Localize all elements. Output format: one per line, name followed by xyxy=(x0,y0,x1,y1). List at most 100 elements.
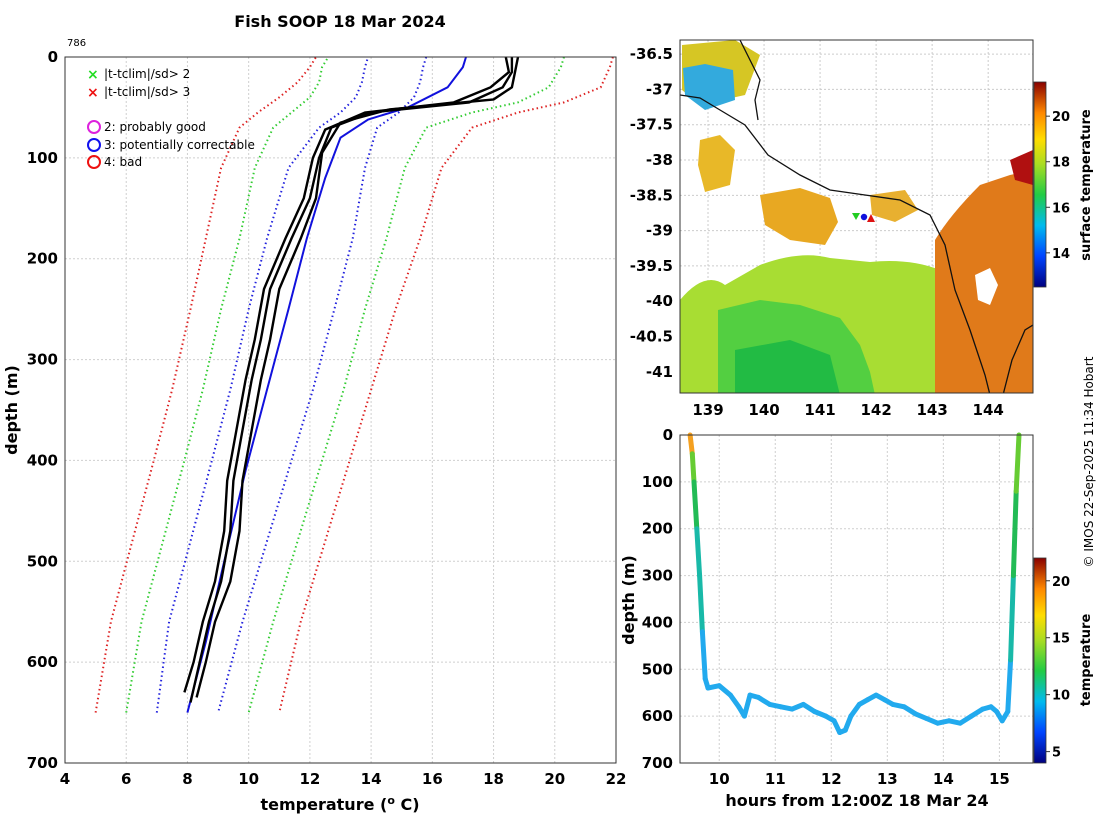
marker-blue xyxy=(860,213,868,221)
depth-tick-label: 200 xyxy=(642,520,673,538)
track-segment xyxy=(741,692,753,719)
lat-tick-label: -38.5 xyxy=(630,186,673,204)
track-segment xyxy=(697,573,705,635)
sst-colorbar-ticks: 14 16 18 20 xyxy=(1046,110,1070,262)
lon-tick-label: 144 xyxy=(973,401,1004,419)
profile-frame xyxy=(64,56,617,764)
depth-tick-label: 100 xyxy=(642,473,673,491)
time-depth-track xyxy=(687,432,1022,735)
sst-patch-cold-north xyxy=(683,64,735,110)
x-tick-label: 18 xyxy=(483,770,504,788)
depth-tick-label: 400 xyxy=(642,613,673,631)
track-segment xyxy=(699,629,708,682)
chart-title: Fish SOOP 18 Mar 2024 xyxy=(234,12,445,31)
track-segment xyxy=(842,713,854,733)
x-tick-label: 16 xyxy=(422,770,443,788)
sst-colorbar-tick-label: 16 xyxy=(1052,201,1070,216)
legend-qc-2: 2: probably good xyxy=(87,120,206,134)
lat-tick-label: -37.5 xyxy=(630,116,673,134)
lon-tick-label: 142 xyxy=(860,401,891,419)
series-clim-3sd xyxy=(278,56,614,713)
sst-patch-coastal xyxy=(698,135,735,192)
x-tick-label: 20 xyxy=(544,770,565,788)
map-frame xyxy=(679,39,1034,394)
time-tick-label: 12 xyxy=(821,770,842,788)
track-segment xyxy=(1008,573,1016,663)
lat-tick-label: -40 xyxy=(646,292,673,310)
svg-text:|t-tclim|/sd> 3: |t-tclim|/sd> 3 xyxy=(104,85,190,99)
state-border xyxy=(739,40,761,121)
time-tick-label: 15 xyxy=(989,770,1010,788)
svg-text:×: × xyxy=(87,67,99,83)
sst-map xyxy=(680,40,1033,393)
sst-colorbar-tick-label: 18 xyxy=(1052,156,1070,171)
legend-flag-2: × |t-tclim|/sd> 2 xyxy=(87,67,190,83)
time-depth-ticks: 10 11 12 13 14 15 0 100 200 300 400 500 600 700 xyxy=(642,426,1010,788)
lat-tick-label: -40.5 xyxy=(630,328,673,346)
lon-tick-label: 141 xyxy=(804,401,835,419)
sst-patch-mid xyxy=(760,188,838,245)
time-depth-y-label: depth (m) xyxy=(619,555,638,645)
y-tick-label: 600 xyxy=(27,653,58,671)
x-axis-label: temperature (o C) xyxy=(260,794,419,814)
y-tick-label: 100 xyxy=(27,149,58,167)
marker-green xyxy=(852,213,860,220)
temp-colorbar-label: temperature xyxy=(1079,614,1094,707)
temp-colorbar-tick-label: 5 xyxy=(1052,746,1061,761)
lon-tick-label: 143 xyxy=(916,401,947,419)
series-profile-3 xyxy=(195,56,520,698)
series-clim-1sd xyxy=(155,56,370,713)
profile-ticks: 4 6 8 10 12 14 16 18 20 22 0 100 200 300 400 500 600 700 xyxy=(27,48,627,788)
legend-qc-4: 4: bad xyxy=(87,155,142,169)
sst-colorbar xyxy=(1033,81,1047,288)
time-tick-label: 11 xyxy=(765,770,786,788)
temp-colorbar xyxy=(1033,557,1047,764)
svg-text:|t-tclim|/sd> 2: |t-tclim|/sd> 2 xyxy=(104,67,190,81)
x-tick-label: 6 xyxy=(121,770,131,788)
series-profile-1 xyxy=(189,57,514,703)
time-depth-frame xyxy=(679,434,1034,764)
svg-text:3: potentially correctable: 3: potentially correctable xyxy=(104,138,255,152)
island xyxy=(975,268,998,305)
profile-id-label: 786 xyxy=(67,38,86,49)
coastline-tas xyxy=(1002,324,1033,393)
lat-tick-label: -37 xyxy=(646,80,673,98)
temp-colorbar-tick-label: 10 xyxy=(1052,689,1070,704)
track-segment xyxy=(1013,432,1022,494)
y-tick-label: 700 xyxy=(27,754,58,772)
x-tick-label: 4 xyxy=(60,770,70,788)
profile-lines xyxy=(94,56,614,713)
track-segment xyxy=(689,451,697,485)
lat-tick-label: -41 xyxy=(646,363,673,381)
x-tick-label: 10 xyxy=(238,770,259,788)
sst-colorbar-tick-label: 20 xyxy=(1052,110,1070,125)
x-tick-label: 14 xyxy=(361,770,382,788)
time-tick-label: 13 xyxy=(877,770,898,788)
sst-colorbar-tick-label: 14 xyxy=(1052,247,1070,262)
y-axis-label: depth (m) xyxy=(2,365,21,455)
legend-flag-3: × |t-tclim|/sd> 3 xyxy=(87,85,190,101)
lon-tick-label: 139 xyxy=(692,401,723,419)
time-tick-label: 10 xyxy=(709,770,730,788)
svg-text:4: bad: 4: bad xyxy=(104,155,142,169)
coastline xyxy=(680,94,991,393)
series-clim-1sd xyxy=(217,56,428,713)
marker-red xyxy=(867,214,875,222)
map-ticks: 139 140 141 142 143 144 -36.5 -37 -37.5 -38 -38.5 -… xyxy=(630,45,1004,419)
lat-tick-label: -39 xyxy=(646,222,673,240)
svg-text:×: × xyxy=(87,85,99,101)
y-tick-label: 400 xyxy=(27,451,58,469)
x-tick-label: 8 xyxy=(182,770,192,788)
temp-colorbar-ticks: 5 10 15 20 xyxy=(1046,575,1070,761)
temp-colorbar-tick-label: 15 xyxy=(1052,632,1070,647)
lat-tick-label: -38 xyxy=(646,151,673,169)
series-clim-mean xyxy=(186,56,467,713)
track-segment xyxy=(1005,657,1014,714)
track-segment xyxy=(1010,488,1019,579)
y-tick-label: 200 xyxy=(27,250,58,268)
profile-grid xyxy=(64,56,617,764)
series-clim-3sd xyxy=(94,56,317,713)
lon-tick-label: 140 xyxy=(748,401,779,419)
